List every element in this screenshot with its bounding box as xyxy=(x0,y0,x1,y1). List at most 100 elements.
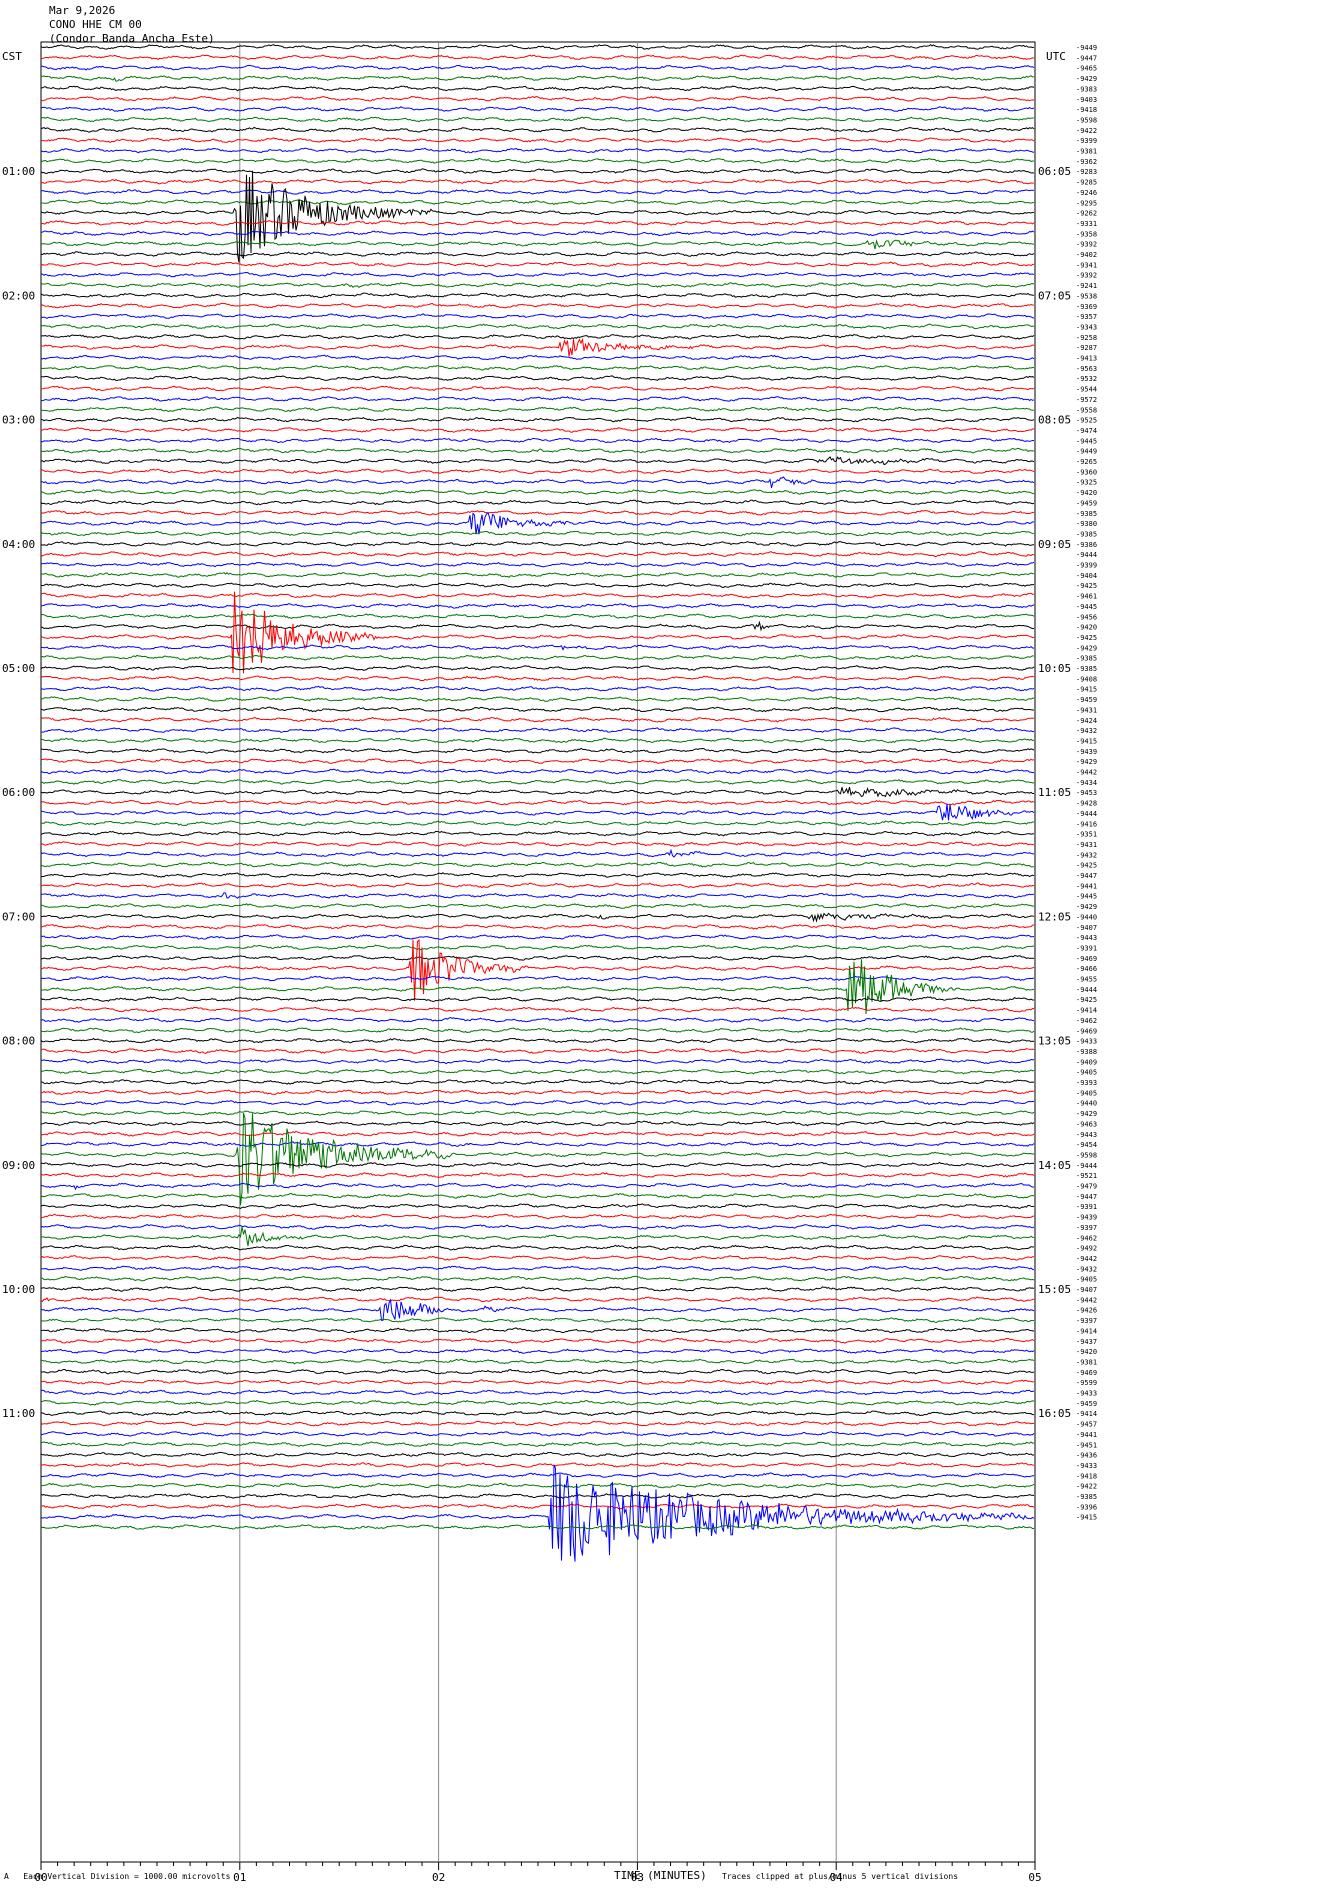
trace-offset-label: -9431 xyxy=(1076,706,1097,714)
trace-offset-label: -9413 xyxy=(1076,355,1097,363)
trace-offset-label: -9428 xyxy=(1076,800,1097,808)
trace-87 xyxy=(40,944,1035,951)
left-time-label: 08:00 xyxy=(2,1035,35,1048)
trace-141 xyxy=(40,1503,1035,1510)
trace-offset-label: -9437 xyxy=(1076,1338,1097,1346)
trace-offset-label: -9385 xyxy=(1076,510,1097,518)
trace-offset-label: -9265 xyxy=(1076,458,1097,466)
trace-11 xyxy=(40,157,1035,164)
trace-53 xyxy=(40,592,1035,599)
trace-86 xyxy=(40,934,1035,940)
trace-offset-label: -9563 xyxy=(1076,365,1097,373)
trace-offset-label: -9341 xyxy=(1076,261,1097,269)
scale-note-text: Each Vertical Division = 1000.00 microvo… xyxy=(23,1872,231,1881)
trace-3 xyxy=(40,75,1035,82)
trace-offset-label: -9425 xyxy=(1076,996,1097,1004)
trace-offset-label: -9399 xyxy=(1076,137,1097,145)
trace-1 xyxy=(40,54,1035,61)
trace-offset-label: -9397 xyxy=(1076,1317,1097,1325)
trace-offset-label: -9492 xyxy=(1076,1245,1097,1253)
trace-offset-label: -9414 xyxy=(1076,1410,1097,1418)
trace-52 xyxy=(40,582,1035,589)
trace-offset-label: -9445 xyxy=(1076,893,1097,901)
trace-101 xyxy=(40,1089,1035,1096)
trace-offset-label: -9469 xyxy=(1076,1369,1097,1377)
trace-offset-label: -9442 xyxy=(1076,1255,1097,1263)
trace-offset-label: -9449 xyxy=(1076,44,1097,52)
trace-offset-label: -9420 xyxy=(1076,489,1097,497)
trace-offset-label: -9465 xyxy=(1076,65,1097,73)
trace-offset-label: -9462 xyxy=(1076,1234,1097,1242)
trace-offset-label: -9399 xyxy=(1076,562,1097,570)
trace-61 xyxy=(40,675,1035,682)
trace-offset-label: -9391 xyxy=(1076,944,1097,952)
trace-offset-label: -9441 xyxy=(1076,1431,1097,1439)
trace-119 xyxy=(40,1275,1035,1282)
clip-note: Traces clipped at plus/minus 5 vertical … xyxy=(722,1872,959,1881)
left-time-label: 02:00 xyxy=(2,289,35,302)
trace-142 xyxy=(40,1465,1035,1562)
trace-5 xyxy=(40,95,1035,102)
trace-82 xyxy=(40,892,1035,899)
x-tick-label: 01 xyxy=(233,1871,246,1884)
left-time-label: 07:00 xyxy=(2,910,35,923)
trace-offset-label: -9451 xyxy=(1076,1441,1097,1449)
trace-offset-label: -9445 xyxy=(1076,437,1097,445)
trace-20 xyxy=(40,251,1035,257)
trace-66 xyxy=(40,727,1035,733)
trace-126 xyxy=(40,1348,1035,1354)
trace-41 xyxy=(40,468,1035,475)
trace-129 xyxy=(40,1379,1035,1386)
trace-offset-label: -9599 xyxy=(1076,1379,1097,1387)
trace-69 xyxy=(40,758,1035,764)
right-time-label: 06:05 xyxy=(1038,165,1071,178)
trace-67 xyxy=(40,737,1035,744)
trace-offset-label: -9385 xyxy=(1076,1493,1097,1501)
trace-offset-label: -9433 xyxy=(1076,1038,1097,1046)
right-time-label: 07:05 xyxy=(1038,289,1071,302)
trace-121 xyxy=(40,1296,1035,1303)
trace-51 xyxy=(40,572,1035,578)
trace-offset-label: -9466 xyxy=(1076,965,1097,973)
trace-offset-label: -9385 xyxy=(1076,530,1097,538)
trace-136 xyxy=(40,1451,1035,1458)
trace-125 xyxy=(40,1337,1035,1344)
trace-offset-label: -9403 xyxy=(1076,96,1097,104)
trace-118 xyxy=(40,1265,1035,1272)
trace-offset-label: -9422 xyxy=(1076,127,1097,135)
trace-offset-label: -9397 xyxy=(1076,1224,1097,1232)
trace-32 xyxy=(40,375,1035,382)
trace-4 xyxy=(40,85,1035,92)
trace-offset-label: -9295 xyxy=(1076,199,1097,207)
trace-offset-label: -9343 xyxy=(1076,323,1097,331)
trace-18 xyxy=(40,230,1035,237)
trace-92 xyxy=(40,996,1035,1003)
trace-54 xyxy=(40,603,1035,609)
date-label: Mar 9,2026 xyxy=(49,4,116,17)
trace-offset-label: -9447 xyxy=(1076,1193,1097,1201)
trace-123 xyxy=(40,1317,1035,1323)
trace-68 xyxy=(40,747,1035,754)
trace-89 xyxy=(40,938,1035,1001)
trace-106 xyxy=(40,1141,1035,1147)
trace-81 xyxy=(40,882,1035,889)
trace-offset-label: -9444 xyxy=(1076,986,1097,994)
trace-offset-label: -9426 xyxy=(1076,1307,1097,1315)
trace-6 xyxy=(40,106,1035,112)
trace-114 xyxy=(40,1224,1035,1230)
scale-note: A Each Vertical Division = 1000.00 micro… xyxy=(4,1872,230,1881)
left-time-labels: 01:00 02:00 03:00 04:00 05:00 06:00 07:00 08:00… xyxy=(2,165,35,1420)
trace-76 xyxy=(40,830,1035,837)
trace-0 xyxy=(40,43,1035,50)
trace-47 xyxy=(40,530,1035,537)
trace-offset-label: -9381 xyxy=(1076,148,1097,156)
trace-104 xyxy=(40,1120,1035,1127)
trace-43 xyxy=(40,489,1035,495)
trace-80 xyxy=(40,872,1035,878)
trace-offset-label: -9447 xyxy=(1076,872,1097,880)
left-time-label: 10:00 xyxy=(2,1283,35,1296)
trace-40 xyxy=(40,456,1035,466)
trace-offset-label: -9598 xyxy=(1076,1151,1097,1159)
trace-140 xyxy=(40,1493,1035,1499)
trace-offset-label: -9415 xyxy=(1076,1514,1097,1522)
